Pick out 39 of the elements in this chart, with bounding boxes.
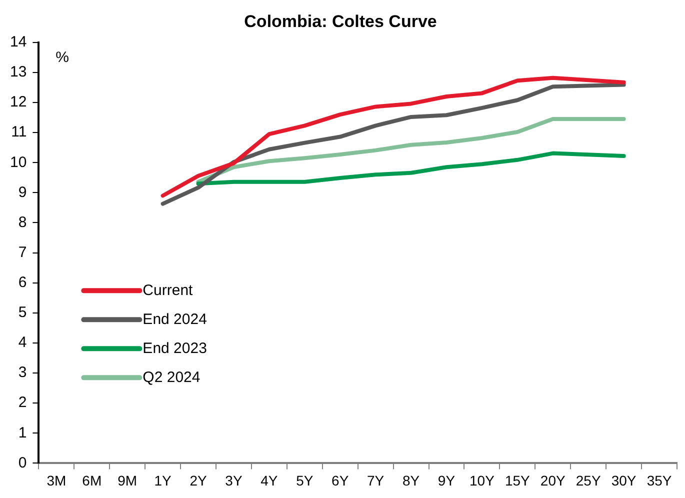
x-tick-label: 6M xyxy=(82,472,102,488)
legend-label: End 2023 xyxy=(142,340,207,357)
x-tick-label: 20Y xyxy=(540,472,566,488)
y-tick-label: 1 xyxy=(18,424,27,442)
y-tick-label: 14 xyxy=(10,34,27,51)
x-tick-label: 3Y xyxy=(225,472,243,488)
x-tick-label: 3M xyxy=(46,472,66,488)
x-tick-label: 9Y xyxy=(438,472,456,488)
x-tick-label: 4Y xyxy=(260,472,278,488)
x-tick-label: 15Y xyxy=(504,472,531,488)
x-tick-label: 35Y xyxy=(646,472,672,488)
y-tick-label: 11 xyxy=(11,124,27,141)
chart-title: Colombia: Coltes Curve xyxy=(244,12,437,31)
y-tick-label: 4 xyxy=(18,334,27,352)
x-tick-label: 2Y xyxy=(190,472,208,488)
y-tick-label: 10 xyxy=(10,154,27,171)
x-tick-label: 6Y xyxy=(332,472,350,488)
y-tick-label: 2 xyxy=(18,394,27,412)
legend-label: Q2 2024 xyxy=(142,368,200,386)
legend-label: End 2024 xyxy=(142,310,207,328)
x-tick-label: 25Y xyxy=(576,472,602,488)
y-axis-title: % xyxy=(56,49,70,66)
y-tick-label: 3 xyxy=(18,364,27,382)
x-tick-label: 5Y xyxy=(296,472,314,488)
x-tick-label: 8Y xyxy=(402,472,420,488)
y-tick-label: 13 xyxy=(10,64,27,81)
y-tick-label: 0 xyxy=(18,454,27,472)
y-tick-label: 9 xyxy=(18,184,27,201)
y-tick-label: 6 xyxy=(18,274,27,291)
legend-label: Current xyxy=(142,282,194,299)
x-tick-label: 7Y xyxy=(367,472,385,488)
x-tick-label: 9M xyxy=(118,472,138,488)
x-tick-label: 10Y xyxy=(470,472,496,488)
y-tick-label: 5 xyxy=(18,304,27,322)
x-tick-label: 30Y xyxy=(611,472,637,488)
y-tick-label: 7 xyxy=(18,244,27,261)
y-tick-label: 12 xyxy=(10,94,27,111)
y-tick-label: 8 xyxy=(18,214,27,231)
x-tick-label: 1Y xyxy=(154,472,172,488)
